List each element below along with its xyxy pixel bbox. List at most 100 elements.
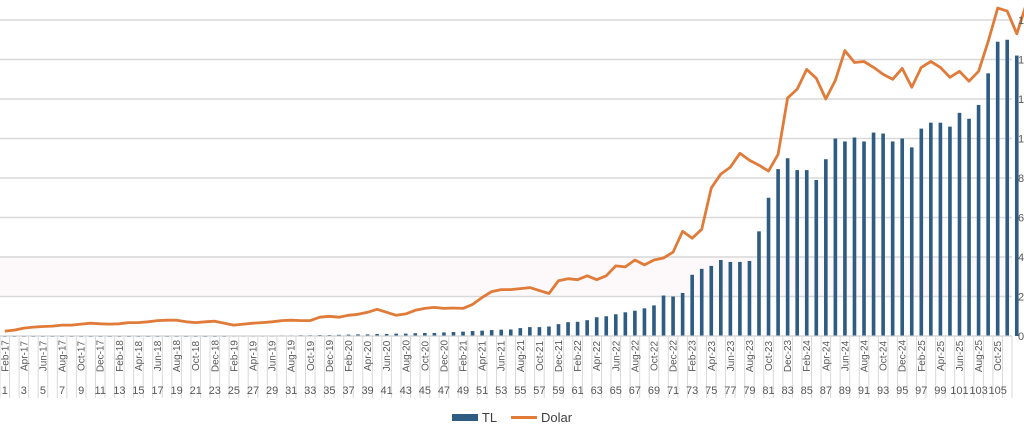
tl-bar (766, 197, 771, 336)
x-index-label: 99 (934, 385, 946, 397)
x-index-label: 27 (247, 385, 259, 397)
x-date-label: Oct-21 (535, 341, 546, 371)
x-index-label: 57 (533, 385, 545, 397)
x-date-label: Oct-18 (191, 341, 202, 371)
tl-bar (652, 305, 656, 336)
x-date-label: Aug-23 (745, 339, 756, 372)
x-date-label: Oct-23 (764, 341, 775, 371)
tl-bar (671, 296, 675, 336)
y-tick-label: 4 (1018, 252, 1024, 264)
x-index-label: 47 (438, 385, 450, 397)
x-date-label: Dec-17 (96, 339, 107, 372)
tl-bar (919, 128, 924, 336)
x-index-label: 13 (113, 385, 125, 397)
x-index-label: 81 (762, 385, 774, 397)
tl-bar (508, 329, 513, 336)
x-date-label: Aug-24 (860, 339, 871, 372)
tl-bar (718, 259, 723, 336)
x-index-label: 59 (552, 385, 564, 397)
x-date-label: Dec-19 (325, 339, 336, 372)
x-date-label: Apr-20 (363, 341, 374, 371)
x-index-label: 73 (686, 385, 698, 397)
x-index-label: 41 (381, 385, 393, 397)
x-date-label: Dec-18 (210, 339, 221, 372)
x-index-label: 97 (915, 385, 927, 397)
tl-bar (986, 73, 990, 336)
x-date-label: Jun-24 (840, 340, 851, 371)
tl-bar (929, 122, 933, 336)
tl-bar (633, 310, 637, 336)
tl-bar (890, 141, 895, 336)
tl-bar (461, 331, 465, 336)
x-index-label: 71 (667, 385, 679, 397)
tl-bar (594, 317, 599, 336)
x-date-label: Jun-23 (726, 340, 737, 371)
tl-bar (356, 334, 360, 336)
tl-bar (547, 326, 551, 336)
x-index-label: 29 (266, 385, 278, 397)
tl-bar (948, 126, 952, 337)
x-date-label: Oct-19 (306, 341, 317, 371)
x-date-label: Apr-19 (249, 341, 260, 371)
tl-bar (871, 132, 876, 336)
x-date-label: Dec-22 (669, 339, 680, 372)
x-index-label: 45 (419, 385, 431, 397)
x-index-label: 65 (610, 385, 622, 397)
tl-bar (585, 320, 589, 336)
x-date-label: Oct-20 (420, 341, 431, 371)
combo-chart: Feb-17 Apr-17 Jun-17 Aug-17 Oct-17 Dec-17 Feb-… (0, 6, 1024, 398)
y-tick-label: 14 (1018, 55, 1024, 67)
tl-bar (499, 329, 504, 336)
x-index-label: 25 (228, 385, 240, 397)
x-date-label: Jun-21 (497, 340, 508, 371)
x-date-label: Jun-20 (382, 340, 393, 371)
x-index-label: 87 (820, 385, 832, 397)
x-date-label: Aug-17 (58, 339, 69, 372)
tl-bar (804, 170, 809, 336)
y-tick-label: 10 (1018, 134, 1024, 146)
x-date-label: Oct-24 (879, 341, 890, 371)
tl-bar (337, 334, 341, 336)
tl-bar (537, 327, 542, 336)
x-date-label: Apr-18 (134, 341, 145, 371)
x-index-label: 15 (132, 385, 144, 397)
y-tick-label: 0 (1018, 331, 1024, 343)
x-index-label: 101 (950, 385, 968, 397)
tl-bar (604, 316, 609, 336)
x-index-label: 51 (476, 385, 488, 397)
x-date-label: Jun-17 (38, 340, 49, 371)
tl-bar (489, 330, 494, 336)
tl-bar (680, 292, 685, 336)
x-date-label: Dec-20 (439, 339, 450, 372)
x-index-label: 89 (839, 385, 851, 397)
x-index-label: 63 (591, 385, 603, 397)
x-date-label: Oct-22 (649, 341, 660, 371)
x-date-label: Apr-23 (707, 341, 718, 371)
x-index-label: 17 (151, 385, 163, 397)
x-index-label: 61 (571, 385, 583, 397)
x-date-label: Dec-23 (783, 339, 794, 372)
x-index-label: 85 (801, 385, 813, 397)
legend: TL Dolar (0, 410, 1024, 425)
tl-bar (699, 268, 704, 336)
x-index-label: 105 (988, 385, 1006, 397)
tl-bar (843, 141, 847, 336)
x-date-label: Apr-25 (936, 341, 947, 371)
tl-bar (403, 333, 408, 336)
legend-item-dolar[interactable]: Dolar (511, 410, 572, 425)
x-date-label: Apr-21 (478, 341, 489, 371)
tl-bar (1014, 55, 1019, 337)
tl-bar (909, 147, 914, 336)
tl-bar (1005, 39, 1010, 336)
x-index-label: 95 (896, 385, 908, 397)
x-index-label: 53 (495, 385, 507, 397)
x-date-label: Aug-25 (974, 339, 985, 372)
x-index-label: 75 (705, 385, 717, 397)
x-index-label: 33 (304, 385, 316, 397)
legend-item-tl[interactable]: TL (451, 410, 497, 425)
x-date-label: Feb-21 (459, 340, 470, 372)
x-index-label: 39 (361, 385, 373, 397)
x-date-label: Feb-20 (344, 340, 355, 372)
x-index-label: 19 (170, 385, 182, 397)
x-date-label: Aug-22 (630, 339, 641, 372)
